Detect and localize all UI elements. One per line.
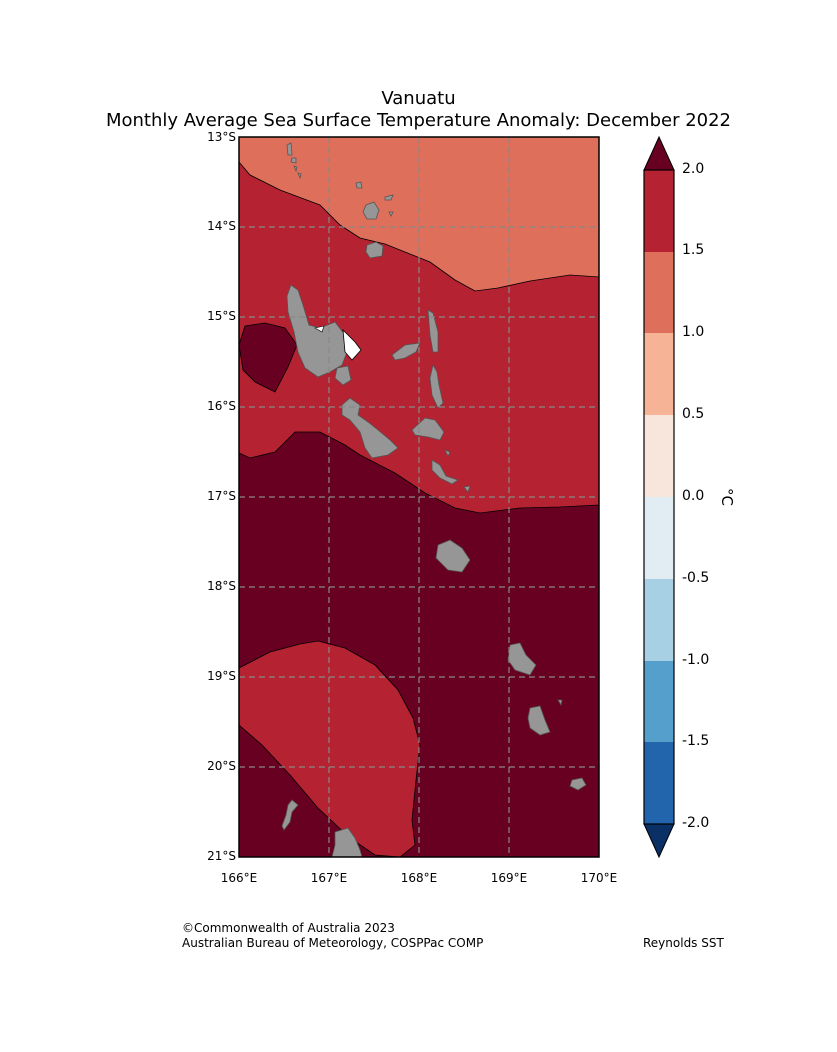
colorbar-tick-label: 1.0 [682,324,705,340]
lon-label: 170°E [580,871,618,885]
lat-label: 19°S [207,669,236,683]
island-efate [435,539,471,573]
colorbar-tick-label: -2.0 [682,815,710,831]
colorbar-tick-label: -1.0 [682,652,710,668]
colorbar-band-neg1-5-neg1-0 [644,661,674,742]
colorbar-tick-label: -1.5 [682,733,710,749]
zone-above-2-west-pocket [239,322,298,393]
island-tanna [527,705,551,736]
colorbar-tick-label: 0.0 [682,488,705,504]
lon-label: 166°E [220,871,258,885]
colorbar-tick-label: 1.5 [682,242,705,258]
island-banks-2 [384,194,394,201]
lat-label: 15°S [207,309,236,323]
island-torres-1 [286,142,293,156]
colorbar-band-neg1-0-neg0-5 [644,579,674,661]
lat-label: 17°S [207,489,236,503]
island-gaua [362,201,380,220]
island-banks-1 [355,181,363,189]
island-southwest-2 [331,827,363,857]
island-malekula [341,397,399,459]
island-torres-4 [297,172,302,180]
no-data-patch [342,328,362,361]
lon-label: 168°E [400,871,438,885]
island-paama [444,449,451,457]
island-shepherds [463,485,471,493]
island-maewo [427,309,439,353]
colorbar-band-neg2-0-neg1-5 [644,742,674,824]
map-subtitle: Monthly Average Sea Surface Temperature … [105,110,732,131]
colorbar-band-1-0-1-5 [644,252,674,333]
colorbar-tick-label: 2.0 [682,161,705,177]
map-plot-area [239,137,599,857]
island-espiritu-santo [286,284,348,378]
island-vanua-lava [365,241,384,259]
colorbar-band-0-0-0-5 [644,415,674,497]
island-banks-3 [388,211,394,217]
colorbar-tick-label: 0.5 [682,406,705,422]
island-malo [334,365,352,386]
copyright-text: ©Commonwealth of Australia 2023 [182,921,395,935]
island-ambae [391,342,421,361]
lat-label: 21°S [207,849,236,863]
lat-label: 16°S [207,399,236,413]
lat-label: 13°S [207,130,236,144]
lon-label: 169°E [490,871,528,885]
island-aneityum [569,777,587,791]
colorbar-over-triangle [643,135,675,171]
lat-label: 18°S [207,579,236,593]
island-torres-3 [293,165,298,173]
island-southwest-1 [281,799,299,831]
island-aniwa [557,699,563,707]
lon-label: 167°E [310,871,348,885]
colorbar-band-neg0-5-0-0 [644,497,674,579]
colorbar-unit-label: °C [717,488,736,506]
island-ambrym [411,417,445,441]
map-frame [238,136,600,858]
colorbar-band-1-5-2-0 [644,170,674,252]
island-epi [431,459,459,485]
colorbar-under-triangle [643,823,675,859]
colorbar-tick-label: -0.5 [682,570,710,586]
gridlines [239,137,599,857]
land-masses [281,142,587,857]
no-data-patch-2 [314,325,325,333]
colorbar [643,135,675,859]
island-pentecost [429,363,444,409]
island-torres-2 [290,157,297,164]
colorbar-band-0-5-1-0 [644,333,674,415]
lat-label: 14°S [207,219,236,233]
agency-text: Australian Bureau of Meteorology, COSPPa… [182,936,484,950]
lat-label: 20°S [207,759,236,773]
data-source-text: Reynolds SST [643,936,724,950]
map-title: Vanuatu [381,88,456,109]
